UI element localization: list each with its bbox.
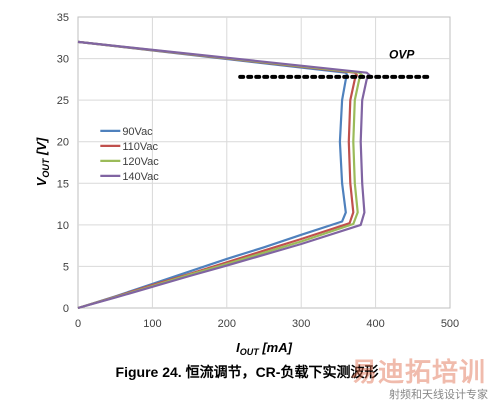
y-tick-label: 25: [57, 95, 69, 107]
x-tick-label: 500: [441, 318, 459, 330]
x-tick-label: 400: [366, 318, 384, 330]
legend: 90Vac 110Vac 120Vac 140Vac: [100, 126, 159, 183]
plot-area: [77, 16, 451, 309]
y-tick-label: 35: [57, 12, 69, 24]
x-axis: 0 100 200 300 400 500: [75, 318, 459, 330]
x-axis-label: IOUT [mA]: [236, 340, 293, 357]
watermark-logo: 易迪拓培训: [350, 358, 486, 388]
x-tick-label: 200: [218, 318, 236, 330]
svg-text:VOUT [V]: VOUT [V]: [34, 137, 51, 186]
y-tick-label: 30: [57, 54, 69, 66]
legend-label: 90Vac: [122, 126, 153, 138]
legend-label: 110Vac: [122, 141, 158, 153]
figure-caption: Figure 24. 恒流调节，CR-负载下实测波形: [115, 364, 379, 380]
y-tick-label: 0: [63, 303, 69, 315]
y-tick-label: 5: [63, 261, 69, 273]
y-axis-label: VOUT [V]: [34, 137, 51, 186]
x-tick-label: 0: [75, 318, 81, 330]
y-axis: 0 5 10 15 20 25 30 35: [57, 12, 69, 315]
y-tick-label: 15: [57, 178, 69, 190]
x-tick-label: 300: [292, 318, 310, 330]
legend-label: 140Vac: [122, 171, 159, 183]
legend-label: 120Vac: [122, 156, 159, 168]
y-tick-label: 20: [57, 137, 69, 149]
ovp-annotation: OVP: [389, 48, 415, 62]
watermark-subtitle: 射频和天线设计专家: [389, 388, 488, 401]
x-tick-label: 100: [143, 318, 161, 330]
y-tick-label: 10: [57, 220, 69, 232]
